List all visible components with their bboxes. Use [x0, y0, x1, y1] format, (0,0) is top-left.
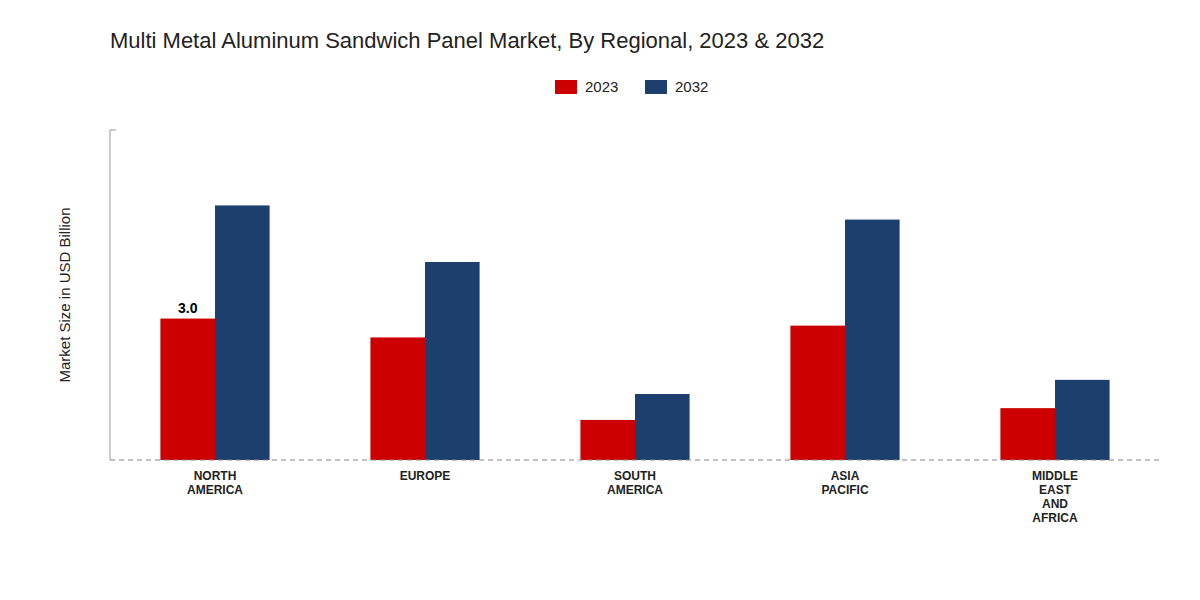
- legend-swatch: [645, 80, 667, 94]
- x-tick-label: MIDDLEEASTANDAFRICA: [1032, 469, 1078, 525]
- x-tick-label-line: SOUTH: [614, 469, 656, 483]
- x-tick-label-line: MIDDLE: [1032, 469, 1078, 483]
- bar: [425, 262, 480, 460]
- bar: [790, 326, 845, 460]
- bar: [635, 394, 690, 460]
- x-tick-label-line: AND: [1042, 497, 1068, 511]
- legend-label: 2032: [675, 78, 708, 95]
- bar: [370, 337, 425, 460]
- x-tick-label: NORTHAMERICA: [187, 469, 243, 497]
- x-tick-label-line: EUROPE: [400, 469, 451, 483]
- bars: [160, 205, 1109, 460]
- x-tick-label-line: NORTH: [194, 469, 237, 483]
- x-tick-label-line: AMERICA: [187, 483, 243, 497]
- chart: Multi Metal Aluminum Sandwich Panel Mark…: [0, 0, 1200, 600]
- y-axis-label: Market Size in USD Billion: [56, 207, 73, 382]
- bar: [1000, 408, 1055, 460]
- bar: [215, 205, 270, 460]
- bar: [845, 220, 900, 460]
- x-tick-label-line: AFRICA: [1032, 511, 1078, 525]
- x-tick-label: SOUTHAMERICA: [607, 469, 663, 497]
- y-axis-line: [110, 130, 111, 460]
- x-tick-label-line: AMERICA: [607, 483, 663, 497]
- x-axis-line: [110, 459, 1160, 460]
- x-tick-label: ASIAPACIFIC: [821, 469, 868, 497]
- bar: [1055, 380, 1110, 460]
- x-tick-label: EUROPE: [400, 469, 451, 483]
- x-tick-label-line: ASIA: [831, 469, 860, 483]
- x-tick-label-line: EAST: [1039, 483, 1072, 497]
- title: Multi Metal Aluminum Sandwich Panel Mark…: [110, 28, 824, 53]
- x-tick-label-line: PACIFIC: [821, 483, 868, 497]
- y-axis-end: [110, 130, 116, 131]
- legend-swatch: [555, 80, 577, 94]
- bar: [580, 420, 635, 460]
- legend-label: 2023: [585, 78, 618, 95]
- bar: [160, 319, 215, 460]
- legend: 2023 2032: [555, 78, 708, 95]
- annotation: 3.0: [178, 300, 198, 316]
